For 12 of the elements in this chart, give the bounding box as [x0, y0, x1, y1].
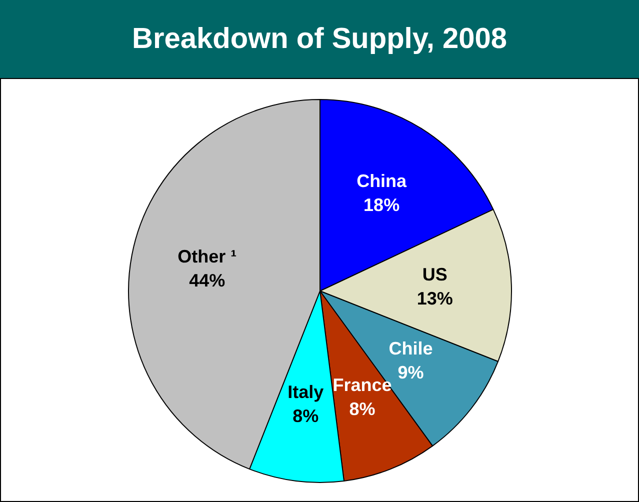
data-label: 8%: [348, 398, 375, 419]
data-label: 9%: [397, 362, 424, 382]
slice-label: Chile: [388, 338, 432, 358]
data-label: 8%: [292, 406, 318, 426]
slice-label: Italy: [287, 382, 324, 402]
slice-label: Other ¹: [177, 246, 236, 266]
slice-label: China: [356, 170, 408, 191]
data-label: 13%: [416, 288, 452, 308]
slice-label: US: [422, 264, 447, 284]
chart-title: Breakdown of Supply, 2008: [0, 0, 639, 78]
data-label: 44%: [188, 270, 225, 290]
data-label: 18%: [363, 194, 400, 215]
